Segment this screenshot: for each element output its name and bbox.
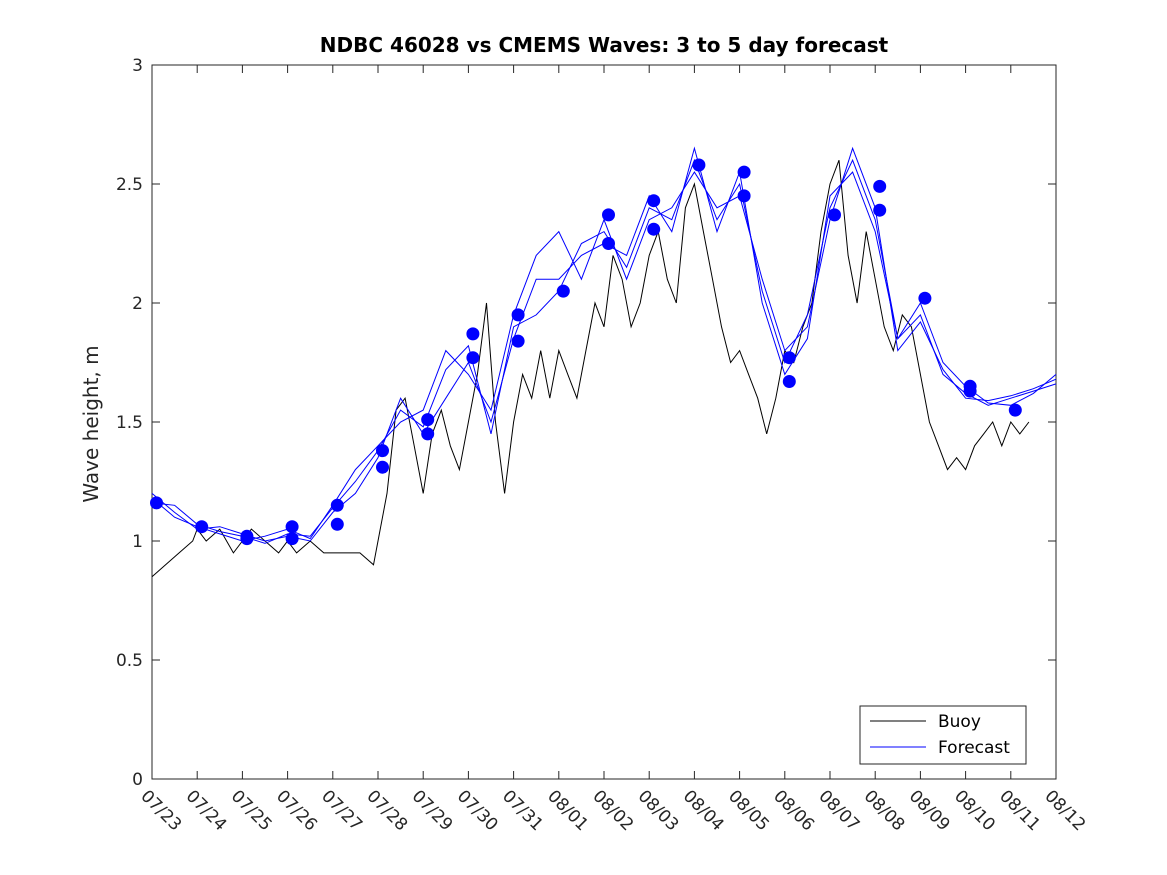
x-tick-label: 07/27	[317, 786, 366, 835]
x-tick-label: 08/04	[679, 786, 728, 835]
forecast-point	[511, 308, 525, 322]
forecast-point	[873, 179, 887, 193]
y-tick-label: 1.5	[116, 413, 143, 433]
forecast-point	[963, 384, 977, 398]
x-tick-label: 08/10	[950, 786, 999, 835]
forecast-point	[647, 194, 661, 208]
forecast-point	[782, 375, 796, 388]
forecast-point	[421, 427, 435, 441]
forecast-point	[918, 291, 932, 305]
y-axis: 0 0.5 1 1.5 2 2.5 3	[116, 56, 1056, 790]
forecast-point	[376, 444, 389, 458]
x-tick-label: 08/12	[1040, 786, 1089, 835]
y-tick-label: 3	[132, 56, 143, 76]
x-tick-label: 08/06	[769, 786, 818, 835]
x-tick-label: 07/25	[227, 786, 276, 835]
x-tick-label: 08/11	[995, 786, 1044, 835]
legend-box	[859, 705, 1027, 765]
forecast-point	[330, 517, 344, 531]
x-tick-label: 07/24	[182, 786, 231, 835]
legend-label-buoy: Buoy	[938, 712, 981, 732]
x-tick-label: 07/31	[498, 786, 547, 835]
forecast-point	[602, 237, 615, 250]
y-tick-label: 2	[132, 294, 143, 314]
x-tick-label: 08/07	[814, 786, 863, 835]
forecast-point	[556, 284, 570, 298]
plot-area	[150, 64, 1057, 780]
forecast-point	[285, 520, 299, 534]
forecast-point	[376, 460, 389, 474]
plot-frame	[151, 64, 1057, 780]
legend-label-forecast: Forecast	[938, 738, 1010, 758]
forecast-point	[330, 498, 344, 512]
forecast-point	[421, 413, 435, 427]
forecast-point	[692, 158, 706, 172]
forecast-point	[466, 327, 480, 341]
forecast-point	[737, 189, 751, 203]
forecast-line-3	[151, 146, 1057, 542]
forecast-point	[240, 532, 254, 546]
x-tick-label: 08/03	[634, 786, 683, 835]
forecast-point	[782, 351, 796, 365]
forecast-point	[602, 208, 615, 222]
y-axis-label: Wave height, m	[79, 345, 103, 502]
forecast-point	[150, 496, 163, 510]
y-tick-label: 1	[132, 532, 143, 552]
forecast-point	[1008, 403, 1022, 417]
forecast-point	[285, 532, 299, 546]
x-tick-label: 07/30	[453, 786, 502, 835]
forecast-point	[828, 208, 841, 222]
x-tick-label: 08/09	[905, 786, 954, 835]
marker-layer	[150, 158, 1022, 546]
x-tick-label: 07/29	[408, 786, 457, 835]
forecast-point	[873, 203, 887, 217]
forecast-point	[737, 165, 751, 179]
y-tick-label: 0.5	[116, 651, 143, 671]
legend: Buoy Forecast	[859, 705, 1027, 765]
forecast-point	[466, 351, 480, 365]
y-tick-label: 2.5	[116, 175, 143, 195]
x-tick-label: 08/01	[543, 786, 592, 835]
x-tick-label: 07/23	[136, 786, 185, 835]
x-tick-label: 07/26	[272, 786, 321, 835]
forecast-point	[195, 520, 209, 534]
forecast-point	[647, 222, 661, 236]
y-tick-label: 0	[132, 770, 143, 790]
buoy-line	[151, 160, 1030, 578]
x-tick-label: 08/08	[860, 786, 909, 835]
x-tick-label: 07/28	[362, 786, 411, 835]
forecast-point	[511, 334, 525, 348]
x-tick-label: 08/02	[588, 786, 637, 835]
x-tick-label: 08/05	[724, 786, 773, 835]
chart-title: NDBC 46028 vs CMEMS Waves: 3 to 5 day fo…	[320, 33, 889, 57]
